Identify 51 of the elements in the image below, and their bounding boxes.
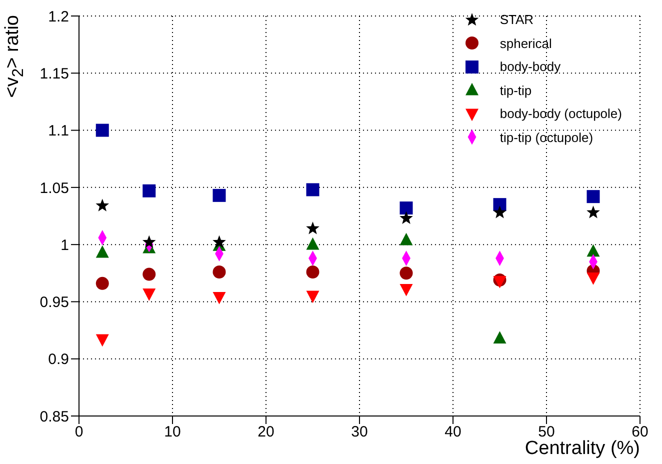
y-tick-label: 0.95 bbox=[40, 294, 69, 312]
point bbox=[586, 272, 600, 285]
y-tick-label: 1.15 bbox=[40, 65, 69, 82]
point bbox=[586, 244, 600, 257]
point bbox=[96, 334, 109, 347]
y-tick-label: 1 bbox=[60, 236, 69, 254]
point bbox=[142, 235, 156, 248]
point bbox=[400, 202, 413, 214]
point bbox=[212, 235, 226, 248]
legend-label: body-body (octupole) bbox=[500, 106, 622, 122]
x-tick-label: 30 bbox=[351, 424, 368, 441]
point bbox=[306, 237, 320, 250]
point bbox=[96, 276, 109, 290]
point bbox=[212, 188, 226, 202]
x-tick-label: 0 bbox=[74, 424, 84, 441]
point bbox=[586, 190, 600, 204]
point bbox=[96, 124, 109, 137]
point bbox=[306, 266, 320, 278]
point bbox=[400, 232, 413, 246]
y-tick-label: 0.9 bbox=[48, 351, 69, 368]
point bbox=[400, 284, 413, 296]
point bbox=[142, 288, 156, 301]
point bbox=[306, 222, 320, 234]
x-tick-label: 20 bbox=[258, 424, 274, 441]
point bbox=[142, 268, 156, 281]
legend-label: STAR bbox=[500, 12, 534, 28]
point bbox=[493, 331, 506, 344]
point bbox=[142, 184, 156, 198]
legend-label: spherical bbox=[500, 36, 552, 51]
point bbox=[306, 183, 320, 196]
point bbox=[96, 245, 109, 258]
point bbox=[586, 206, 600, 218]
legend-label: tip-tip (octupole) bbox=[500, 130, 594, 145]
x-tick-label: 10 bbox=[164, 424, 181, 441]
point bbox=[400, 211, 413, 224]
x-axis-title: Centrality (%) bbox=[524, 438, 640, 460]
y-tick-label: 1.1 bbox=[48, 122, 69, 140]
x-tick-label: 50 bbox=[538, 424, 555, 441]
legend-label: tip-tip bbox=[500, 82, 532, 98]
point bbox=[96, 198, 110, 212]
point bbox=[306, 290, 320, 304]
point bbox=[493, 206, 506, 218]
y-tick-label: 1.05 bbox=[40, 180, 69, 197]
point bbox=[212, 266, 226, 278]
point bbox=[400, 266, 413, 280]
x-tick-label: 40 bbox=[444, 424, 462, 441]
y-tick-label: 0.85 bbox=[40, 408, 69, 426]
y-tick-label: 1.2 bbox=[48, 8, 69, 26]
point bbox=[212, 292, 226, 304]
legend-label: body-body bbox=[500, 59, 561, 74]
x-tick-label: 60 bbox=[632, 424, 648, 441]
